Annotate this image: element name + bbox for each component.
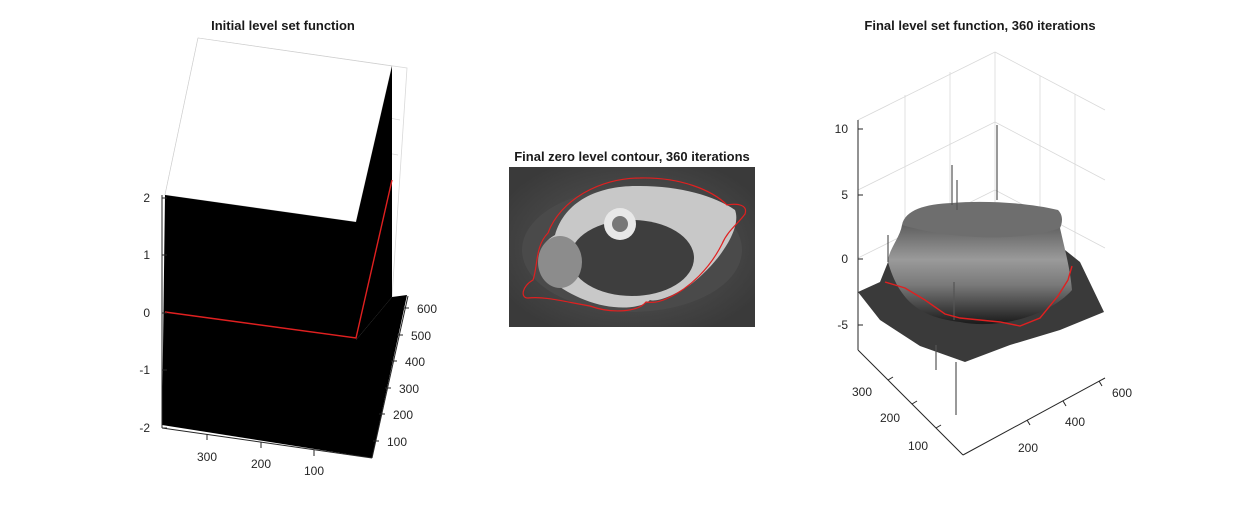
panel3-x-axis <box>857 349 964 456</box>
panel1-x-axis <box>161 427 373 459</box>
panel3-x-tick-marks <box>887 376 942 429</box>
panel1-y-tick: 100 <box>387 435 407 449</box>
panel1-x-tick-marks <box>206 434 315 456</box>
panel3-plateau-top <box>902 201 1062 238</box>
ct-lateral-mass <box>538 236 582 288</box>
panel1-x-tick: 200 <box>251 457 271 471</box>
panel3-zero-contour <box>884 265 1073 327</box>
panel1-z-tick-marks <box>162 197 167 429</box>
panel3-y-axis <box>962 377 1106 456</box>
panel3-x-tick: 200 <box>880 411 900 425</box>
panel1-z-tick: -1 <box>139 363 150 377</box>
panel1-y-tick: 600 <box>417 302 437 316</box>
ct-dens-core <box>612 216 628 232</box>
ct-canal <box>570 220 694 296</box>
panel3-z-tick: -5 <box>837 318 848 332</box>
panel-initial-level-set: Initial level set function <box>139 18 437 478</box>
panel1-x-tick: 300 <box>197 450 217 464</box>
panel2-title: Final zero level contour, 360 iterations <box>514 149 750 164</box>
panel3-gridbox <box>857 51 1106 300</box>
panel3-y-tick: 600 <box>1112 386 1132 400</box>
panel1-title: Initial level set function <box>211 18 355 33</box>
panel1-x-tick: 100 <box>304 464 324 478</box>
panel1-z-tick: 0 <box>143 306 150 320</box>
panel1-zero-contour <box>164 179 393 339</box>
ct-zero-contour <box>522 177 747 312</box>
panel-zero-level-contour: Final zero level contour, 360 iterations <box>509 149 755 327</box>
panel1-z-tick: 1 <box>143 248 150 262</box>
panel3-spikes <box>887 125 998 415</box>
panel3-title: Final level set function, 360 iterations <box>864 18 1095 33</box>
panel3-z-tick-marks <box>858 128 863 326</box>
panel1-y-tick: 200 <box>393 408 413 422</box>
panel3-y-tick: 400 <box>1065 415 1085 429</box>
panel1-y-axis <box>371 295 409 459</box>
panel1-y-tick-marks <box>373 307 409 442</box>
panel1-surface-wall <box>356 66 392 340</box>
panel1-y-tick: 500 <box>411 329 431 343</box>
panel3-z-tick: 5 <box>841 188 848 202</box>
panel3-plateau-side <box>888 225 1072 325</box>
panel3-z-tick: 10 <box>835 122 849 136</box>
panel1-y-tick: 300 <box>399 382 419 396</box>
panel3-z-tick: 0 <box>841 252 848 266</box>
panel1-z-tick: -2 <box>139 421 150 435</box>
panel3-x-tick: 300 <box>852 385 872 399</box>
panel1-y-tick: 400 <box>405 355 425 369</box>
panel3-y-tick-marks <box>1026 380 1103 426</box>
panel3-x-tick: 100 <box>908 439 928 453</box>
panel-final-level-set: Final level set function, 360 iterations <box>835 18 1132 456</box>
panel1-surface-low <box>162 195 407 458</box>
panel3-y-tick: 200 <box>1018 441 1038 455</box>
panel1-z-tick: 2 <box>143 191 150 205</box>
panel1-surface-top <box>164 37 393 223</box>
